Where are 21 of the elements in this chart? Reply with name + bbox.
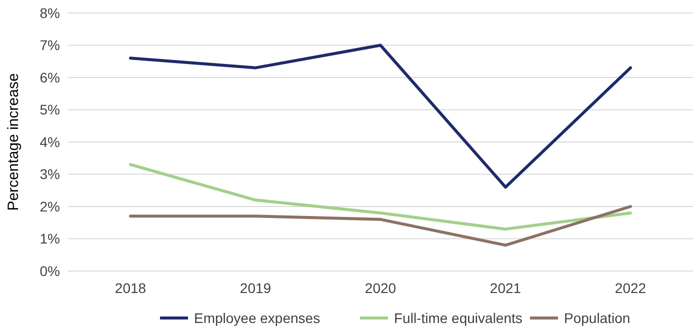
y-tick-label: 6% bbox=[40, 69, 60, 86]
x-tick-label: 2020 bbox=[364, 280, 396, 296]
line-series bbox=[129, 163, 632, 231]
y-tick-label: 7% bbox=[40, 37, 60, 54]
y-tick-label: 4% bbox=[40, 134, 60, 150]
y-tick-label: 5% bbox=[40, 102, 60, 118]
x-tick-label: 2022 bbox=[614, 280, 646, 296]
legend-label: Full-time equivalents bbox=[394, 310, 522, 326]
x-tick-label: 2019 bbox=[240, 280, 272, 296]
y-tick-label: 2% bbox=[40, 198, 60, 214]
y-axis-title: Percentage increase bbox=[5, 73, 22, 211]
legend-label: Population bbox=[564, 310, 630, 326]
x-tick-label: 2021 bbox=[490, 280, 522, 296]
line-series bbox=[129, 205, 632, 247]
y-tick-label: 3% bbox=[40, 166, 60, 182]
y-tick-label: 0% bbox=[40, 262, 60, 279]
line-series bbox=[129, 44, 632, 189]
x-tick-label: 2018 bbox=[114, 280, 146, 296]
y-tick-label: 8% bbox=[40, 4, 60, 21]
legend-label: Employee expenses bbox=[194, 310, 320, 326]
y-tick-label: 1% bbox=[40, 230, 60, 247]
